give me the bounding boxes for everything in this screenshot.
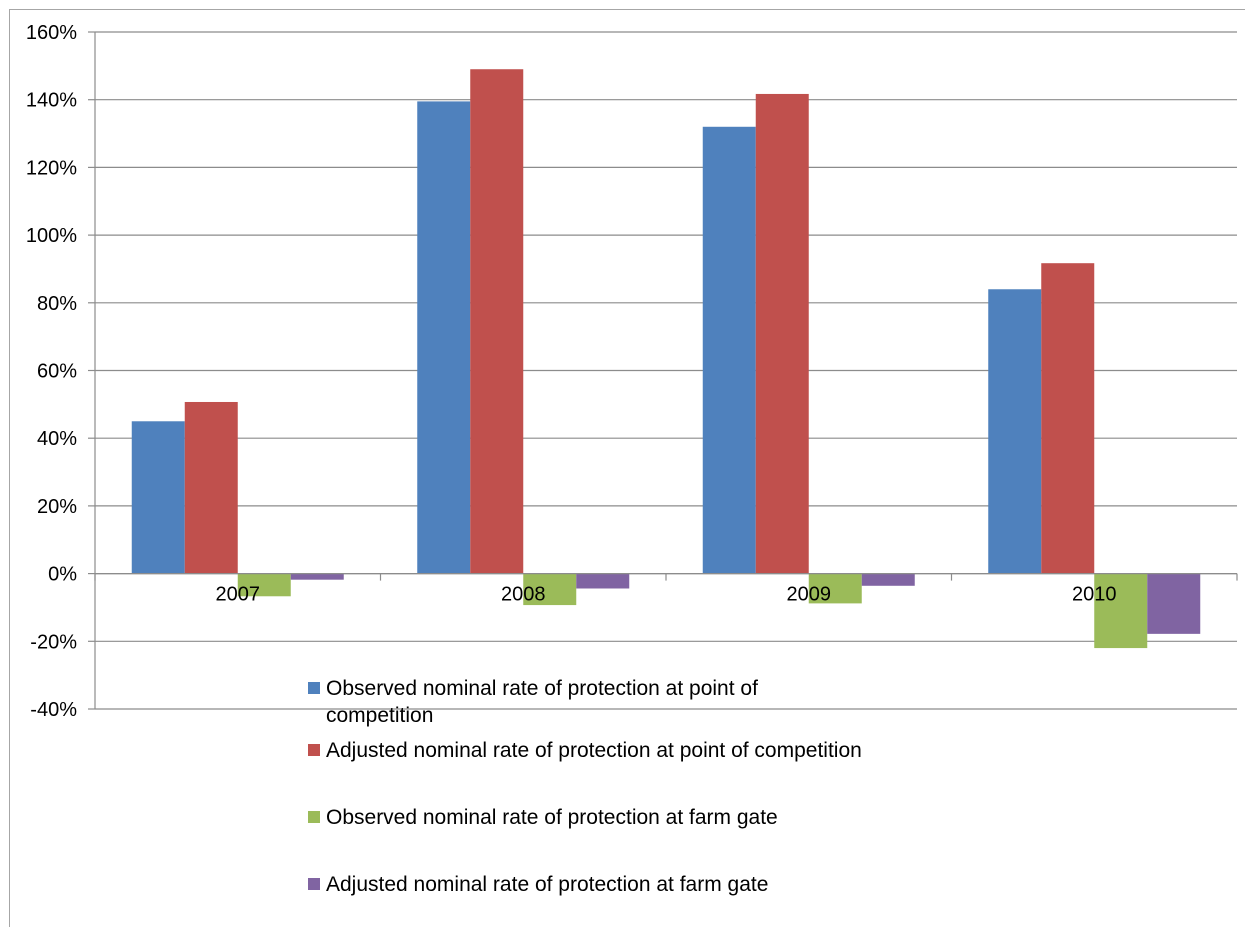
legend-swatch — [308, 811, 320, 823]
x-tick-label: 2010 — [1072, 584, 1117, 606]
y-tick-label: 140% — [26, 90, 77, 112]
legend-label: Observed nominal rate of protection at p… — [326, 677, 758, 727]
bar — [1147, 573, 1201, 634]
y-tick-label: 160% — [26, 22, 77, 44]
bar — [861, 573, 915, 586]
bar — [755, 93, 809, 574]
bar — [702, 126, 756, 574]
bar — [988, 289, 1042, 574]
bar — [184, 401, 238, 574]
y-tick-label: 60% — [37, 361, 77, 383]
bar — [1094, 573, 1148, 649]
legend: Observed nominal rate of protection at p… — [308, 677, 862, 896]
bar — [808, 573, 862, 604]
legend-label: Adjusted nominal rate of protection at f… — [326, 873, 768, 896]
bar — [470, 69, 524, 574]
legend-label: Observed nominal rate of protection at f… — [326, 806, 778, 829]
bar — [131, 421, 185, 574]
y-tick-label: 120% — [26, 157, 77, 179]
legend-swatch — [308, 682, 320, 694]
bars — [131, 69, 1201, 649]
x-tick-label: 2008 — [501, 584, 546, 606]
bar — [523, 573, 577, 606]
legend-swatch — [308, 878, 320, 890]
x-tick-label: 2007 — [216, 584, 261, 606]
bar — [417, 101, 471, 574]
y-tick-label: 80% — [37, 293, 77, 315]
x-axis-tick-labels: 2007 2008 2009 2010 — [216, 584, 1117, 606]
legend-label: Adjusted nominal rate of protection at p… — [326, 739, 862, 762]
y-tick-label: 100% — [26, 225, 77, 247]
y-tick-label: -40% — [30, 699, 77, 721]
y-tick-label: -20% — [30, 631, 77, 653]
y-tick-label: 20% — [37, 496, 77, 518]
legend-swatch — [308, 744, 320, 756]
bar — [237, 573, 291, 597]
y-tick-label: 0% — [48, 564, 77, 586]
y-axis-tick-labels: -40% -20% 0% 20% 40% 60% 80% 100% 120% 140% 160% — [26, 22, 77, 721]
x-tick-label: 2009 — [787, 584, 832, 606]
axes — [88, 31, 1238, 710]
chart-area — [9, 9, 1245, 927]
bar — [576, 573, 630, 589]
y-tick-label: 40% — [37, 428, 77, 450]
bar — [1041, 263, 1095, 574]
bar — [290, 573, 344, 580]
